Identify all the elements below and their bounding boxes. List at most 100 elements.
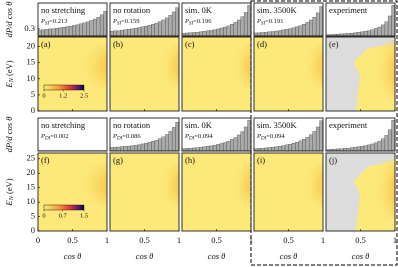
hist-bar <box>120 29 124 37</box>
y-tick-label: 20 <box>27 167 36 177</box>
hist-bar <box>130 145 135 152</box>
hist-bar <box>188 148 193 152</box>
hist-bar <box>346 148 351 152</box>
heat-spot <box>365 158 395 219</box>
hist-bar <box>65 26 70 37</box>
hist-bar <box>237 19 241 37</box>
hist-bar <box>353 147 358 152</box>
hist-bar <box>133 28 138 37</box>
panel-title: sim. 3500K <box>257 5 298 15</box>
hist-bar <box>116 146 121 152</box>
hist-border <box>325 117 396 152</box>
x-tick-label: 0.5 <box>67 235 78 245</box>
relation: = <box>121 18 125 25</box>
panel-title: sim. 0K <box>185 120 213 130</box>
x-tick-label: 0.5 <box>139 235 150 245</box>
y-axis-label: dP/d cos θ <box>4 117 14 153</box>
hist-bar <box>168 15 173 37</box>
hist-bar <box>44 29 49 37</box>
heatmap <box>326 153 395 231</box>
hist-bar <box>205 146 210 152</box>
hist-bar <box>288 28 293 37</box>
subscript: DI <box>116 137 123 142</box>
x-axis-label: cos θ <box>208 251 226 261</box>
heat-core <box>239 51 251 80</box>
value: 0.191 <box>269 18 284 25</box>
hist-bar <box>158 21 162 37</box>
hist-bar <box>175 7 180 37</box>
subscript: SI <box>261 22 266 27</box>
hist-bar <box>260 148 265 152</box>
probability: PDI=0.002 <box>40 133 69 141</box>
hist-bar <box>360 146 365 152</box>
relation: = <box>50 133 54 140</box>
x-axis-label: cos θ <box>136 251 154 261</box>
heatmap <box>110 37 179 111</box>
hist-bar <box>161 136 166 152</box>
hist-bar <box>37 29 42 37</box>
hist-bar <box>233 137 238 152</box>
hist-frame <box>38 118 107 151</box>
hist-bar <box>309 19 313 37</box>
colorbar-tick-label: 1.2 <box>59 92 67 99</box>
hist-bar <box>247 5 252 37</box>
relation: = <box>266 133 270 140</box>
hist-bar <box>120 146 124 152</box>
hist-bar <box>315 126 320 152</box>
hist-bar <box>55 28 59 37</box>
hist-bar <box>103 11 108 37</box>
hist-bar <box>384 21 389 37</box>
heatmap <box>182 37 251 111</box>
x-tick-label: 0 <box>36 235 40 245</box>
x-tick-label: 1 <box>177 235 181 245</box>
subscript: SI <box>45 22 50 27</box>
x-axis-label: cos θ <box>280 251 298 261</box>
hist-bar <box>281 29 286 37</box>
hist-bar <box>302 139 306 152</box>
hist-bar <box>133 144 138 152</box>
heat-spot <box>151 43 179 88</box>
hist-bar <box>154 140 159 152</box>
hist-bar <box>240 16 245 37</box>
y-axis-label: EN(eV) <box>4 60 16 88</box>
y-axis-label: dP/d cos θ <box>4 2 14 38</box>
hist-bar <box>267 31 272 37</box>
panel-tag: (e) <box>329 39 339 49</box>
hist-bar <box>161 19 166 37</box>
subscript: N <box>8 195 15 201</box>
hist-bar <box>188 32 193 37</box>
y-tick-label: 15 <box>27 57 36 67</box>
symbol: E <box>4 200 14 207</box>
colorbar <box>43 84 85 91</box>
colorbar-tick-label: 0 <box>42 92 45 99</box>
colorbar-tick-label: 1.5 <box>80 212 88 219</box>
probability: PSI=0.196 <box>184 18 212 26</box>
hist-bar <box>209 30 214 37</box>
colorbar-tick-label: 0.7 <box>59 212 68 219</box>
hist-bar <box>151 24 155 37</box>
hist-bar <box>96 16 101 37</box>
hist-bar <box>315 12 320 37</box>
hist-bar <box>192 32 196 37</box>
hist-bar <box>41 29 46 37</box>
hist-bar <box>140 26 145 37</box>
hist-bar <box>260 32 265 37</box>
x-tick-label: 0.5 <box>211 235 222 245</box>
hist-bar <box>75 24 80 37</box>
hist-bar <box>185 32 190 37</box>
hist-bar <box>356 146 361 152</box>
subscript: SI <box>189 22 194 27</box>
hist-bar <box>62 27 66 37</box>
hist-bar <box>109 31 114 37</box>
value: 0.002 <box>54 133 69 140</box>
panel-tag: (b) <box>113 39 123 49</box>
x-tick-label: 0.5 <box>283 235 294 245</box>
colorbar-tick-label: 2.5 <box>80 92 88 99</box>
hist-bar <box>374 142 378 152</box>
hist-bar <box>99 14 104 37</box>
hist-bar <box>123 29 128 37</box>
value: 0.086 <box>126 133 141 140</box>
value: 0.094 <box>198 133 213 140</box>
hist-bar <box>302 24 306 37</box>
heat-core <box>383 176 395 205</box>
